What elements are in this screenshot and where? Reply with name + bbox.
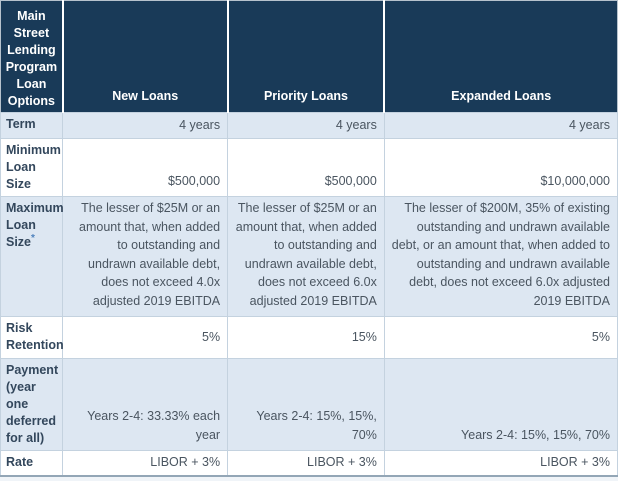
row-label-term: Term: [0, 112, 64, 139]
cell-max-priority: The lesser of $25M or an amount that, wh…: [227, 196, 385, 317]
cell-min-expanded: $10,000,000: [383, 138, 618, 197]
row-payment: Payment (year one deferred for all) Year…: [0, 358, 618, 451]
row-label-rate: Rate: [0, 450, 64, 476]
row-label-payment: Payment (year one deferred for all): [0, 358, 64, 451]
header-row: Main Street Lending Program Loan Options…: [0, 0, 618, 113]
row-minimum-loan-size: Minimum Loan Size $500,000 $500,000 $10,…: [0, 138, 618, 197]
column-header-priority-loans: Priority Loans: [226, 0, 385, 113]
cell-term-new: 4 years: [62, 112, 229, 139]
cell-term-priority: 4 years: [227, 112, 385, 139]
cell-rate-priority: LIBOR + 3%: [227, 450, 385, 476]
row-label-maximum-loan-size: Maximum Loan Size*: [0, 196, 64, 317]
cell-term-expanded: 4 years: [383, 112, 618, 139]
cell-min-new: $500,000: [62, 138, 229, 197]
cell-min-priority: $500,000: [227, 138, 385, 197]
cell-risk-expanded: 5%: [383, 316, 618, 359]
cell-payment-priority: Years 2-4: 15%, 15%, 70%: [227, 358, 385, 451]
cell-risk-new: 5%: [62, 316, 229, 359]
row-term: Term 4 years 4 years 4 years: [0, 112, 618, 139]
cell-rate-new: LIBOR + 3%: [62, 450, 229, 476]
cell-max-expanded: The lesser of $200M, 35% of existing out…: [383, 196, 618, 317]
table-title-cell: Main Street Lending Program Loan Options: [0, 0, 63, 113]
row-label-risk-retention: Risk Retention: [0, 316, 64, 359]
column-header-new-loans: New Loans: [61, 0, 228, 113]
table-title: Main Street Lending Program Loan Options: [5, 9, 58, 108]
cell-payment-new: Years 2-4: 33.33% each year: [62, 358, 229, 451]
cell-payment-expanded: Years 2-4: 15%, 15%, 70%: [383, 358, 618, 451]
cell-rate-expanded: LIBOR + 3%: [383, 450, 618, 476]
footnote-asterisk[interactable]: *: [31, 232, 35, 244]
cell-max-new: The lesser of $25M or an amount that, wh…: [62, 196, 229, 317]
cell-risk-priority: 15%: [227, 316, 385, 359]
row-rate: Rate LIBOR + 3% LIBOR + 3% LIBOR + 3%: [0, 450, 618, 476]
maximum-loan-size-label: Maximum Loan Size: [6, 201, 64, 249]
row-risk-retention: Risk Retention 5% 15% 5%: [0, 316, 618, 359]
row-maximum-loan-size: Maximum Loan Size* The lesser of $25M or…: [0, 196, 618, 317]
column-header-expanded-loans: Expanded Loans: [383, 0, 618, 113]
row-label-minimum-loan-size: Minimum Loan Size: [0, 138, 64, 197]
table-bottom-margin: [0, 476, 618, 481]
